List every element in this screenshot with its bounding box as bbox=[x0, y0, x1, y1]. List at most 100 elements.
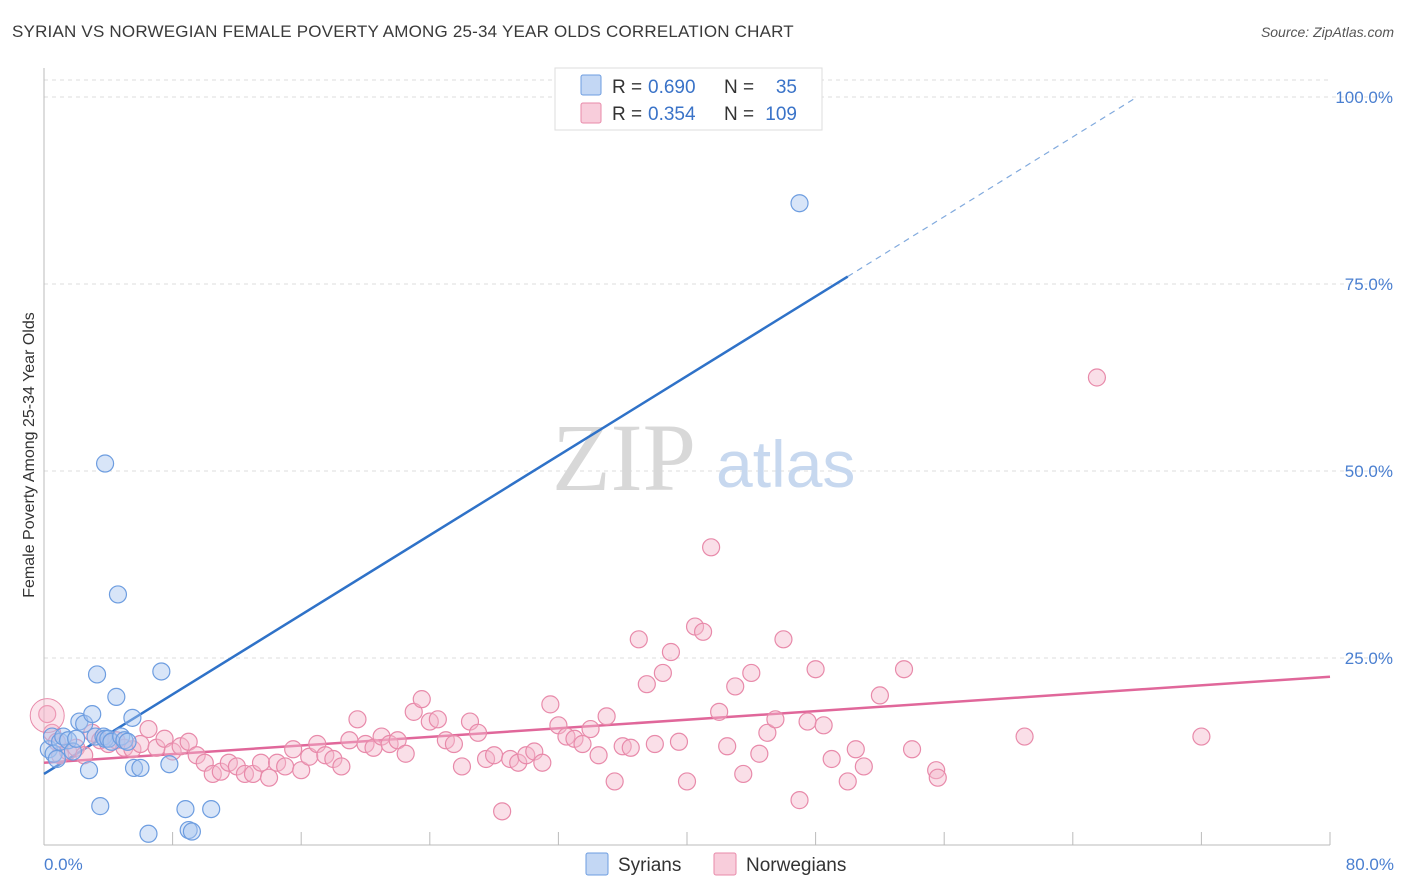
norwegians-point bbox=[702, 538, 721, 557]
legend-item-syrians-swatch bbox=[585, 852, 609, 876]
norwegians-point bbox=[928, 768, 947, 787]
norwegians-point bbox=[790, 791, 809, 810]
y-tick-labels: 25.0% 50.0% 75.0% 100.0% bbox=[1335, 88, 1393, 668]
legend-swatch-norwegians bbox=[580, 102, 602, 124]
legend-r-value-syrians: 0.690 bbox=[648, 77, 696, 98]
norwegians-point bbox=[332, 757, 351, 776]
legend-swatch-syrians bbox=[580, 74, 602, 96]
norwegians-points bbox=[29, 368, 1211, 821]
norwegians-point bbox=[814, 716, 833, 735]
norwegians-point bbox=[718, 737, 737, 756]
legend-r-label-syrians: R = bbox=[612, 77, 642, 98]
y-axis-label: Female Poverty Among 25-34 Year Olds bbox=[21, 312, 38, 598]
syrians-point bbox=[47, 749, 66, 769]
y-tick-label: 100.0% bbox=[1335, 88, 1393, 107]
y-tick-label: 50.0% bbox=[1345, 462, 1393, 481]
y-tick-label: 25.0% bbox=[1345, 649, 1393, 668]
norwegians-point bbox=[605, 772, 624, 791]
watermark: ZIP atlas bbox=[552, 404, 855, 511]
norwegians-point bbox=[573, 734, 592, 754]
syrians-point bbox=[87, 665, 107, 684]
norwegians-point bbox=[758, 723, 777, 742]
syrians-point bbox=[118, 732, 137, 751]
syrians-point bbox=[83, 704, 102, 724]
legend-item-norwegians: Norwegians bbox=[746, 855, 846, 876]
norwegians-point bbox=[251, 753, 271, 772]
legend-item-syrians: Syrians bbox=[618, 855, 681, 876]
norwegians-point bbox=[589, 746, 608, 765]
norwegians-point bbox=[838, 772, 857, 791]
norwegians-point bbox=[428, 710, 447, 729]
syrians-point bbox=[95, 454, 115, 473]
syrians-point bbox=[108, 585, 128, 604]
norwegians-point bbox=[870, 686, 890, 705]
norwegians-point bbox=[774, 630, 793, 649]
syrians-point bbox=[139, 824, 158, 843]
norwegians-point bbox=[284, 740, 303, 759]
legend-n-value-norwegians: 109 bbox=[765, 104, 797, 125]
norwegians-point bbox=[444, 734, 464, 754]
legend-item-norwegians-swatch bbox=[713, 852, 737, 876]
norwegians-point bbox=[597, 707, 616, 726]
series-legend: Syrians Norwegians bbox=[585, 852, 846, 876]
legend-n-value-syrians: 35 bbox=[776, 77, 797, 98]
norwegians-point bbox=[677, 772, 697, 791]
norwegians-point bbox=[533, 753, 552, 772]
legend-r-label-norwegians: R = bbox=[612, 104, 642, 125]
norwegians-point bbox=[388, 731, 407, 750]
norwegians-point bbox=[139, 719, 158, 739]
norwegians-point bbox=[629, 630, 648, 649]
norwegians-point bbox=[669, 732, 689, 751]
chart-title: SYRIAN VS NORWEGIAN FEMALE POVERTY AMONG… bbox=[12, 22, 794, 41]
norwegians-point bbox=[846, 740, 865, 759]
norwegians-trend-line bbox=[43, 675, 1331, 764]
norwegians-point bbox=[894, 660, 914, 679]
norwegians-point bbox=[396, 744, 415, 763]
y-tick-label: 75.0% bbox=[1345, 275, 1393, 294]
syrians-point bbox=[107, 687, 126, 706]
norwegians-point bbox=[750, 744, 769, 763]
norwegians-point bbox=[822, 749, 841, 769]
norwegians-point bbox=[1015, 727, 1034, 746]
norwegians-point bbox=[734, 764, 753, 784]
norwegians-point bbox=[38, 704, 57, 724]
axes bbox=[43, 68, 1331, 846]
syrians-point bbox=[182, 822, 201, 841]
watermark-zip: ZIP bbox=[552, 404, 696, 511]
norwegians-point bbox=[806, 660, 825, 679]
syrians-point bbox=[152, 662, 171, 681]
norwegians-point bbox=[452, 757, 472, 776]
norwegians-point bbox=[493, 802, 512, 821]
syrians-trend-line bbox=[43, 275, 849, 776]
norwegians-point bbox=[637, 675, 656, 694]
norwegians-point bbox=[710, 702, 729, 721]
syrians-point bbox=[176, 799, 195, 819]
norwegians-point-cluster bbox=[29, 698, 65, 734]
norwegians-point bbox=[766, 710, 785, 729]
correlation-legend: R = 0.690 N = 35 R = 0.354 N = 109 bbox=[554, 67, 823, 131]
norwegians-point bbox=[259, 768, 279, 787]
syrians-point bbox=[91, 797, 110, 816]
norwegians-point bbox=[798, 712, 817, 731]
norwegians-point bbox=[1192, 727, 1211, 746]
norwegians-point bbox=[726, 677, 745, 696]
norwegians-point bbox=[927, 761, 946, 780]
legend-n-label-syrians: N = bbox=[724, 77, 754, 98]
syrians-point bbox=[123, 708, 142, 727]
legend-r-value-norwegians: 0.354 bbox=[648, 104, 696, 125]
norwegians-point bbox=[653, 663, 672, 683]
watermark-atlas: atlas bbox=[716, 427, 855, 501]
norwegians-point bbox=[348, 710, 367, 729]
syrians-point bbox=[79, 761, 99, 780]
norwegians-point bbox=[276, 757, 295, 776]
legend-n-label-norwegians: N = bbox=[724, 104, 754, 125]
x-tick-label-max: 80.0% bbox=[1346, 855, 1394, 874]
norwegians-point bbox=[902, 740, 922, 759]
norwegians-point bbox=[468, 723, 488, 742]
norwegians-point bbox=[292, 761, 311, 780]
syrians-point bbox=[202, 799, 221, 819]
syrians-point bbox=[160, 755, 179, 774]
norwegians-point bbox=[581, 719, 600, 739]
norwegians-point bbox=[645, 734, 664, 754]
